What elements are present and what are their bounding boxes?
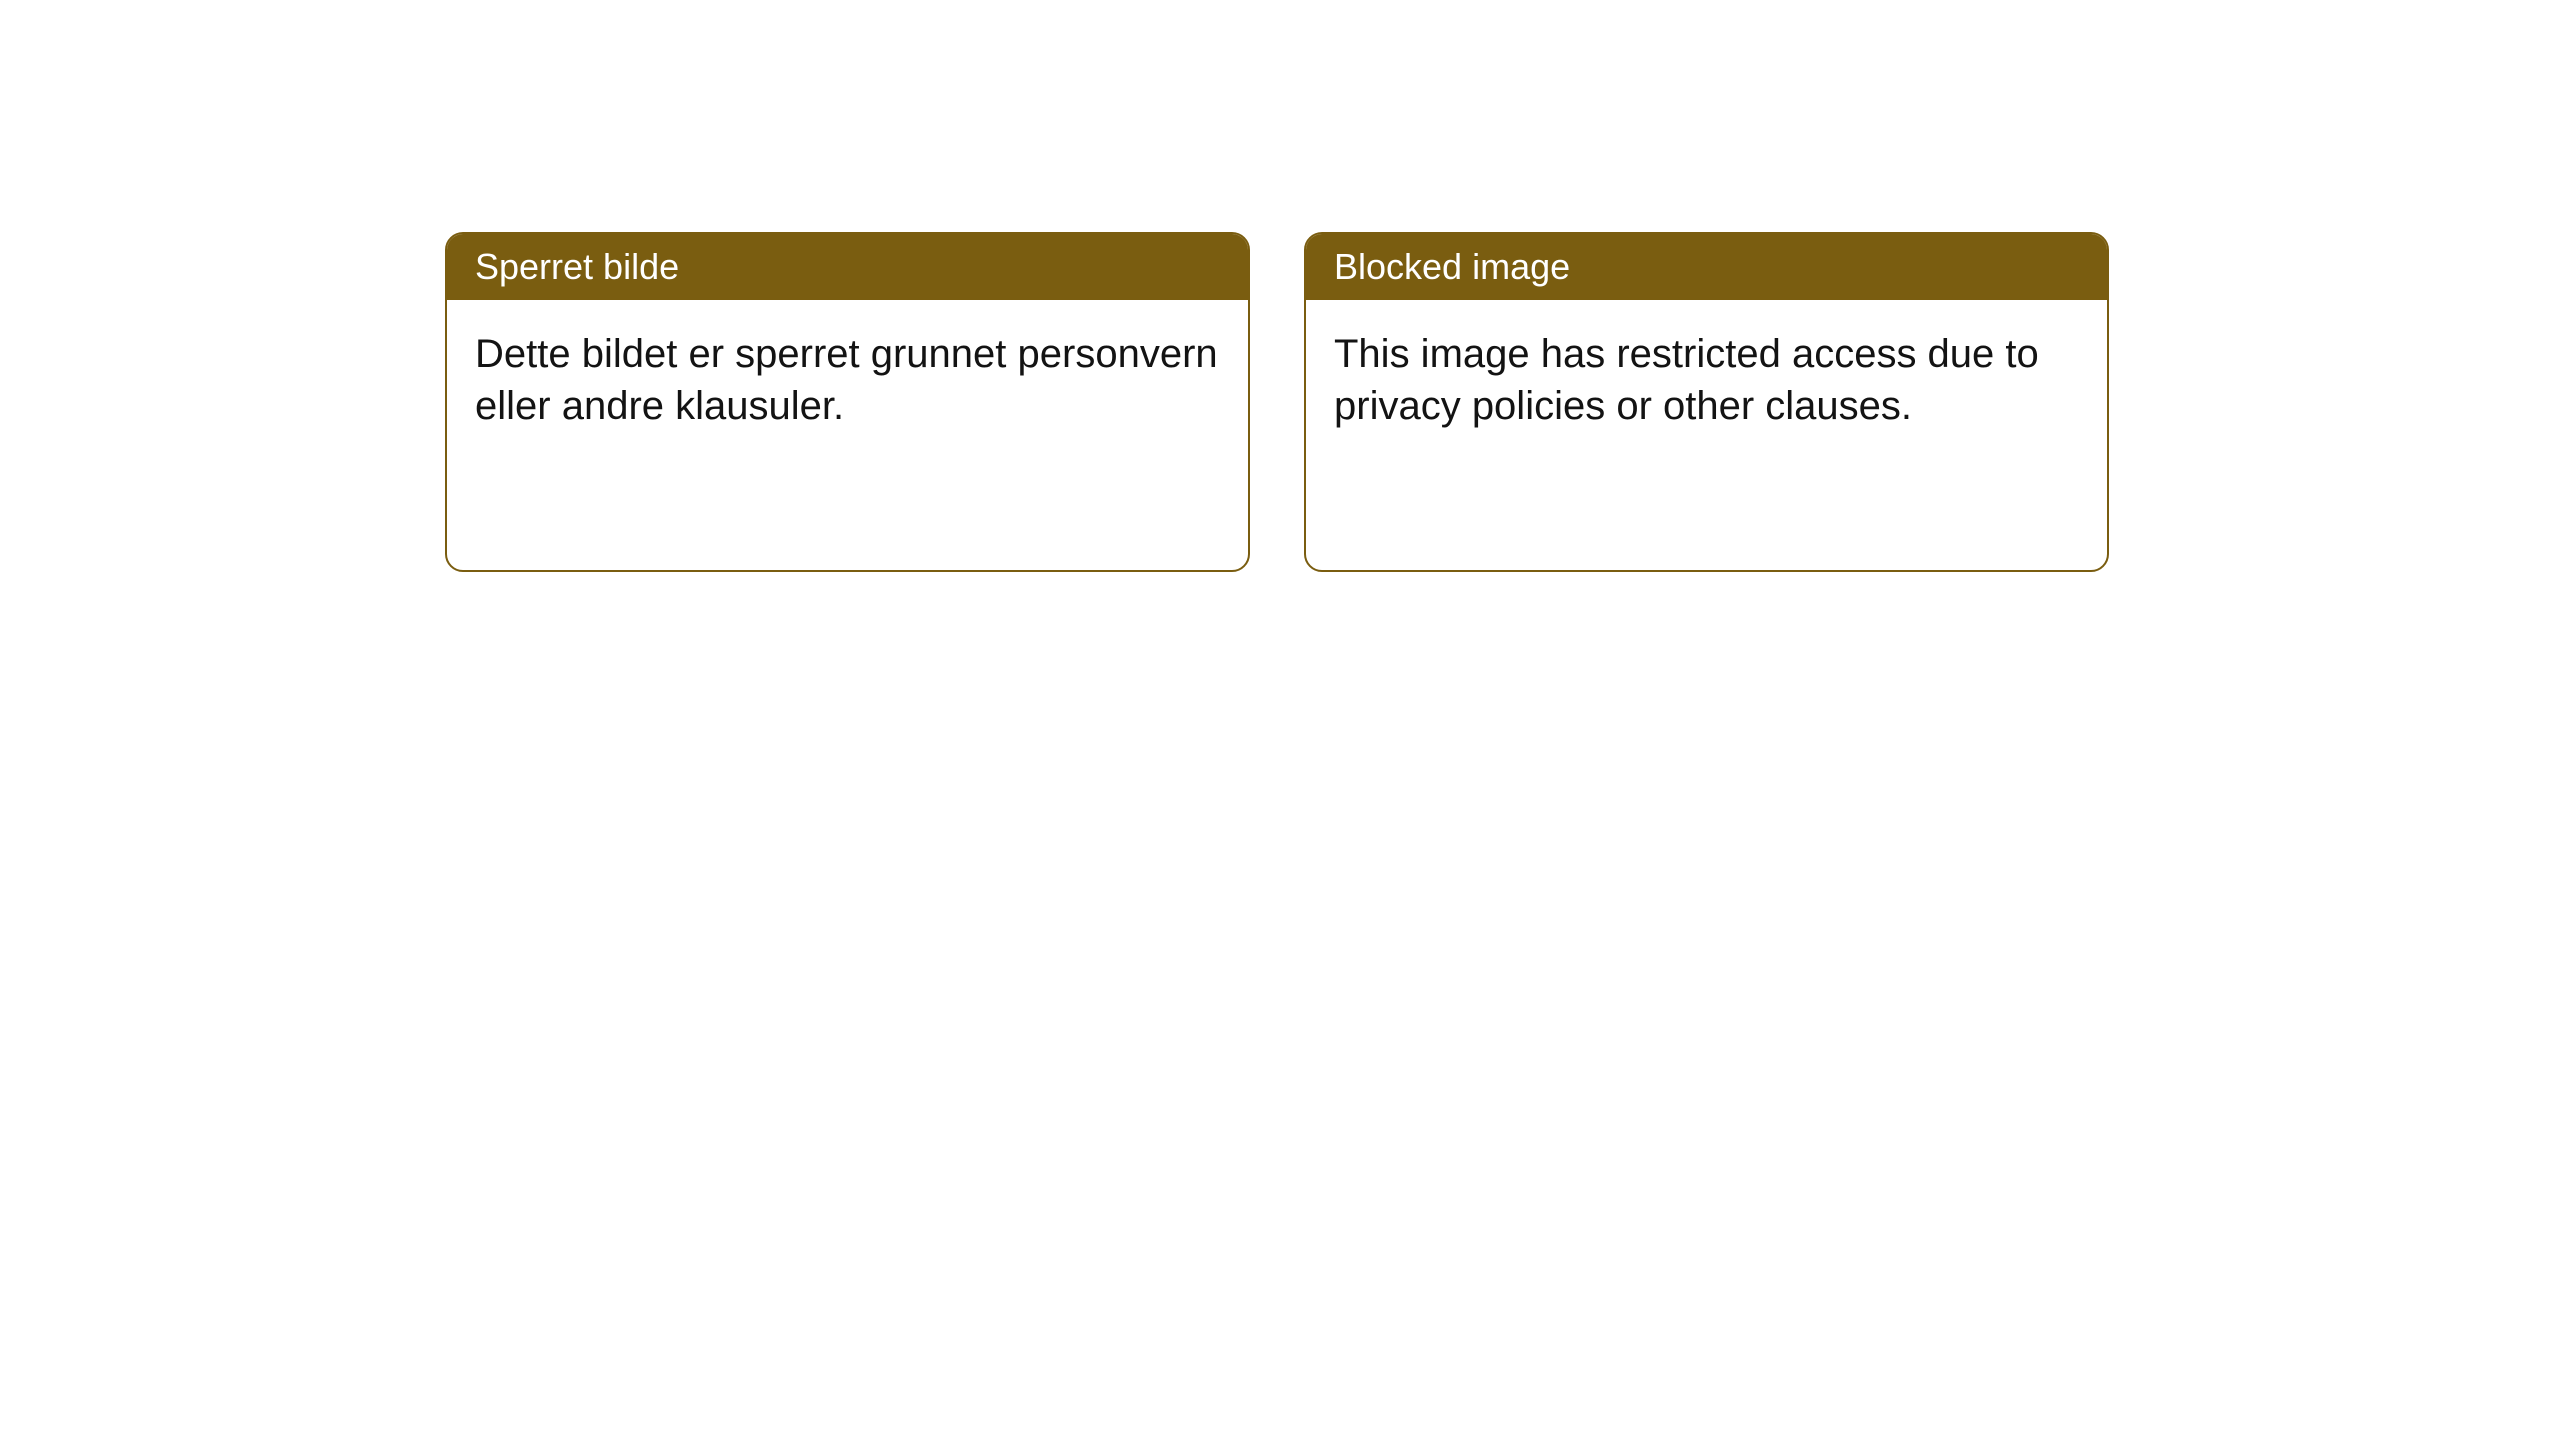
blocked-image-box-en: Blocked image This image has restricted …: [1304, 232, 2109, 572]
box-header: Sperret bilde: [447, 234, 1248, 300]
box-header: Blocked image: [1306, 234, 2107, 300]
message-container: Sperret bilde Dette bildet er sperret gr…: [0, 0, 2560, 572]
box-body: Dette bildet er sperret grunnet personve…: [447, 300, 1248, 460]
blocked-image-box-no: Sperret bilde Dette bildet er sperret gr…: [445, 232, 1250, 572]
box-body: This image has restricted access due to …: [1306, 300, 2107, 460]
